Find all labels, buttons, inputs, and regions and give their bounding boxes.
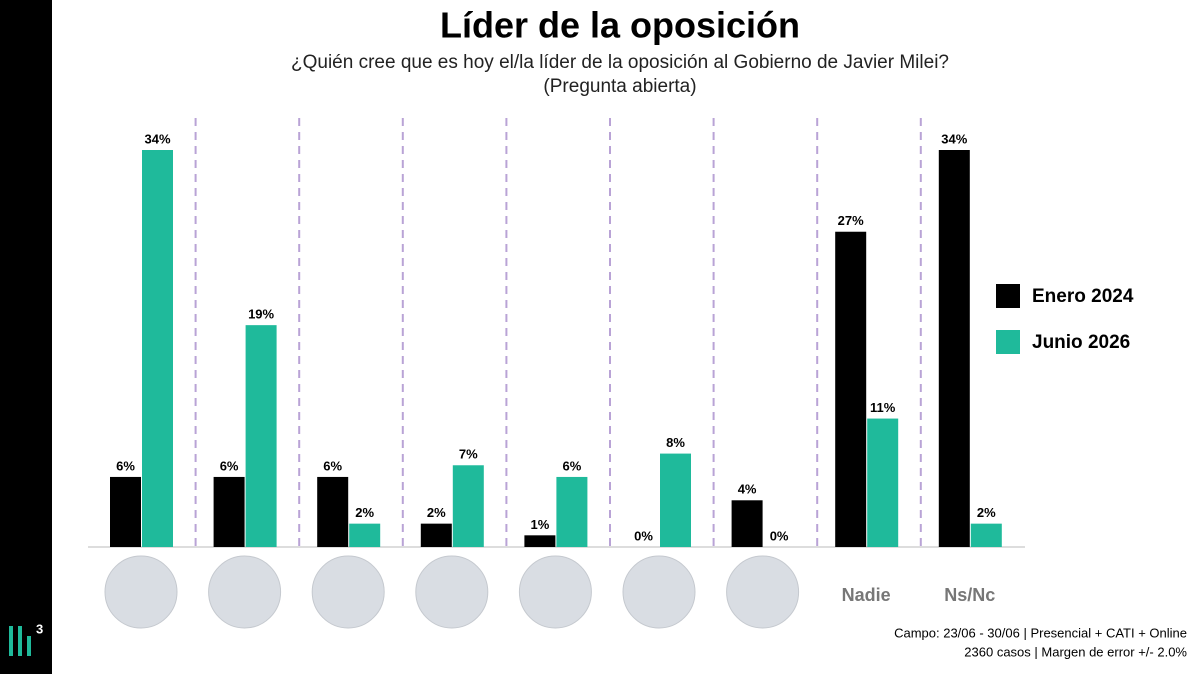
value-label: 19%: [248, 307, 274, 322]
value-label: 11%: [870, 400, 896, 415]
legend-swatch: [996, 330, 1020, 354]
category-icon: [311, 555, 385, 629]
value-label: 6%: [220, 458, 239, 473]
bar: [452, 465, 484, 547]
bar: [142, 150, 173, 547]
value-label: 34%: [941, 131, 967, 146]
note: Campo: 23/06 - 30/06 | Presencial + CATI…: [894, 625, 1187, 640]
value-label: 34%: [144, 131, 170, 146]
bar: [731, 500, 763, 547]
x-tick-label: Nadie: [842, 585, 891, 605]
logo-bar: [9, 626, 13, 656]
category-icon: [726, 555, 800, 629]
logo-bar: [18, 626, 22, 656]
bar: [867, 418, 899, 547]
legend-label: Junio 2026: [1032, 332, 1130, 353]
legend-swatch: [996, 284, 1020, 308]
value-label: 1%: [531, 517, 550, 532]
value-label: 7%: [459, 447, 478, 462]
bar: [213, 476, 245, 547]
legend-label: Enero 2024: [1032, 286, 1134, 307]
x-tick-label: Ns/Nc: [944, 585, 995, 605]
value-label: 6%: [116, 458, 135, 473]
logo: 3: [9, 621, 43, 656]
category-icon: [104, 555, 178, 629]
bar: [349, 523, 381, 547]
logo-bar: [27, 636, 31, 656]
value-label: 6%: [563, 458, 582, 473]
value-label: 4%: [738, 482, 757, 497]
bar: [660, 453, 691, 547]
category-icon: [208, 555, 282, 629]
bar: [420, 523, 452, 547]
bar: [317, 476, 349, 547]
note: 2360 casos | Margen de error +/- 2.0%: [964, 644, 1187, 659]
chart-subtitle: ¿Quién cree que es hoy el/la líder de la…: [291, 52, 949, 73]
value-label: 6%: [323, 458, 342, 473]
bar: [110, 476, 141, 547]
value-label: 27%: [838, 213, 864, 228]
category-icon: [518, 555, 592, 629]
bar: [245, 325, 277, 547]
bar: [835, 231, 867, 547]
bar: [524, 535, 556, 547]
logo-text: 3: [36, 621, 43, 636]
value-label: 2%: [355, 505, 374, 520]
value-label: 2%: [427, 505, 446, 520]
value-label: 2%: [977, 505, 996, 520]
bar: [970, 523, 1002, 547]
value-label: 0%: [770, 528, 789, 543]
bar: [556, 476, 588, 547]
bar: [938, 150, 970, 547]
category-icon: [415, 555, 489, 629]
value-label: 0%: [634, 528, 653, 543]
chart-subtitle: (Pregunta abierta): [543, 76, 696, 97]
side-bar: [0, 0, 52, 674]
chart-title: Líder de la oposición: [440, 5, 800, 46]
category-icon: [622, 555, 696, 629]
value-label: 8%: [666, 435, 685, 450]
